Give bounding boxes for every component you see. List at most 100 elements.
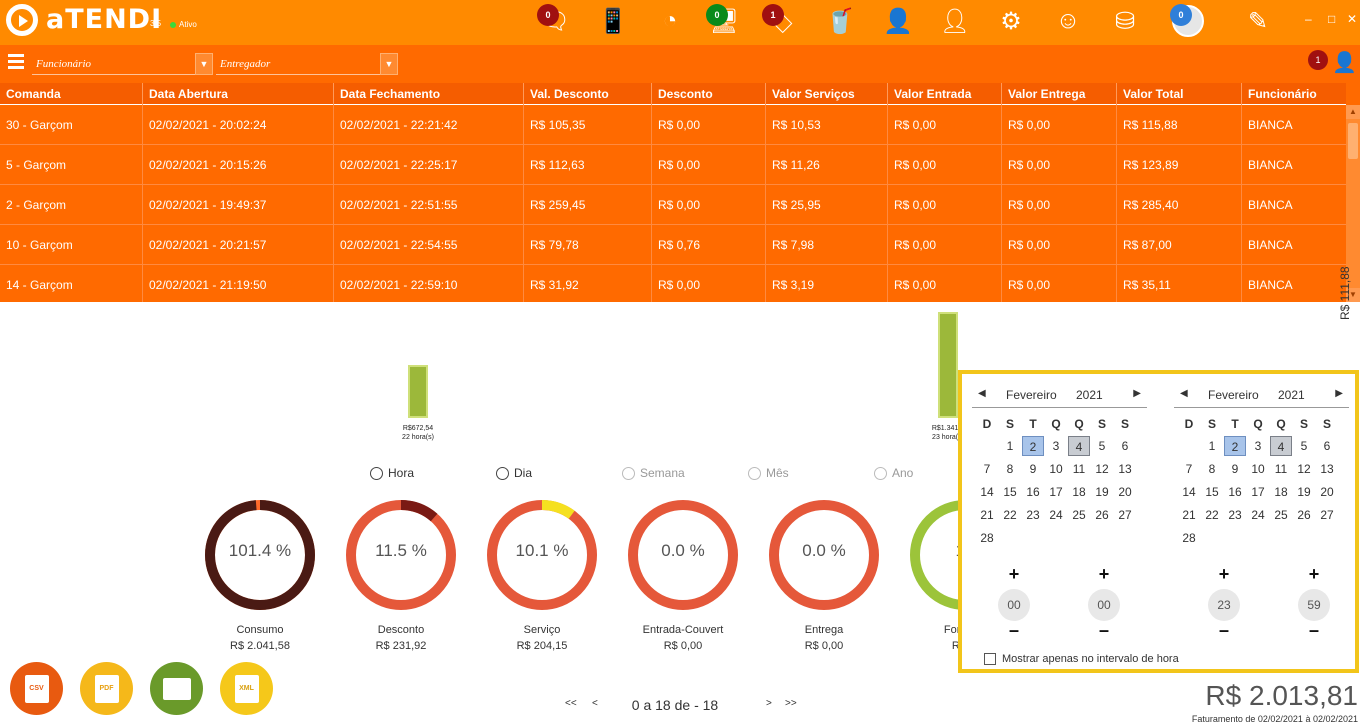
add-user-icon[interactable]: 👤 xyxy=(1332,52,1357,74)
calendar-day[interactable]: 21 xyxy=(1182,508,1196,522)
calendar-day[interactable]: 1 xyxy=(1006,439,1014,453)
radio-circle[interactable] xyxy=(370,466,383,480)
calendar-day[interactable]: 22 xyxy=(1003,508,1017,522)
next-month-icon[interactable]: ▶ xyxy=(1335,388,1343,399)
calendar-day[interactable]: 6 xyxy=(1121,439,1129,453)
export-csv-button[interactable]: CSV xyxy=(10,662,63,715)
hour-interval-checkbox[interactable] xyxy=(984,653,996,665)
calendar-day[interactable]: 21 xyxy=(980,508,994,522)
start-hour-minus-button[interactable]: – xyxy=(1008,620,1019,640)
column-header[interactable]: Valor Serviços xyxy=(765,83,887,105)
calendar-day[interactable]: 11 xyxy=(1072,462,1086,476)
calendar-day[interactable]: 12 xyxy=(1297,462,1311,476)
calendar-day[interactable]: 24 xyxy=(1049,508,1063,522)
scroll-up-icon[interactable]: ▲ xyxy=(1346,105,1360,119)
calendar-day[interactable]: 20 xyxy=(1320,485,1334,499)
calendar-day[interactable]: 10 xyxy=(1251,462,1265,476)
end-min-plus-button[interactable]: + xyxy=(1308,564,1320,584)
notification-badge[interactable]: 1 xyxy=(1308,50,1328,70)
calendar-day[interactable]: 27 xyxy=(1118,508,1132,522)
period-radio[interactable]: Dia xyxy=(496,466,532,480)
calendar-day[interactable]: 25 xyxy=(1274,508,1288,522)
column-header[interactable]: Valor Entrega xyxy=(1001,83,1116,105)
donut-chart[interactable]: 10.1 % xyxy=(484,497,600,613)
calendar-day[interactable]: 19 xyxy=(1297,485,1311,499)
calendar-day[interactable]: 28 xyxy=(1182,531,1196,545)
menu-icon[interactable] xyxy=(8,54,24,72)
calendar-day[interactable]: 12 xyxy=(1095,462,1109,476)
calendar-day[interactable]: 16 xyxy=(1026,485,1040,499)
calendar-day[interactable]: 13 xyxy=(1118,462,1132,476)
chart-bar[interactable] xyxy=(408,365,428,418)
calendar-day[interactable]: 23 xyxy=(1026,508,1040,522)
calendar-day[interactable]: 5 xyxy=(1098,439,1106,453)
calendar-day[interactable]: 10 xyxy=(1049,462,1063,476)
end-hour-minus-button[interactable]: – xyxy=(1218,620,1229,640)
table-row[interactable]: 14 - Garçom 02/02/2021 - 21:19:50 02/02/20… xyxy=(0,265,1346,302)
column-header[interactable]: Desconto xyxy=(651,83,765,105)
tags-button[interactable]: 🏷 1 xyxy=(762,4,798,38)
devices-button[interactable]: 🖥 0 xyxy=(706,4,742,38)
calendar-day[interactable]: 25 xyxy=(1072,508,1086,522)
calendar-day[interactable]: 17 xyxy=(1251,485,1265,499)
prev-page-button[interactable]: < xyxy=(592,698,598,709)
calendar-day[interactable]: 7 xyxy=(983,462,991,476)
calendar-day[interactable]: 27 xyxy=(1320,508,1334,522)
calendar-day[interactable]: 20 xyxy=(1118,485,1132,499)
end-min-minus-button[interactable]: – xyxy=(1308,620,1319,640)
calendar-day[interactable]: 26 xyxy=(1095,508,1109,522)
calendar-day[interactable]: 22 xyxy=(1205,508,1219,522)
close-button[interactable]: ✕ xyxy=(1347,12,1358,26)
start-min-plus-button[interactable]: + xyxy=(1098,564,1110,584)
chevron-down-icon[interactable]: ▼ xyxy=(195,53,213,75)
radio-circle[interactable] xyxy=(496,466,509,480)
column-header[interactable]: Data Fechamento xyxy=(333,83,523,105)
column-header[interactable]: Valor Total xyxy=(1116,83,1241,105)
calendar-day[interactable]: 9 xyxy=(1231,462,1239,476)
start-hour-plus-button[interactable]: + xyxy=(1008,564,1020,584)
drinks-button[interactable]: 🥤 xyxy=(822,4,858,38)
period-radio[interactable]: Hora xyxy=(370,466,414,480)
reports-button[interactable]: ◔ xyxy=(652,4,688,38)
calendar-day[interactable]: 14 xyxy=(1182,485,1196,499)
calendar-day[interactable]: 23 xyxy=(1228,508,1242,522)
user-button[interactable]: 👤 xyxy=(880,4,916,38)
calendar-day[interactable]: 19 xyxy=(1095,485,1109,499)
table-row[interactable]: 10 - Garçom 02/02/2021 - 20:21:57 02/02/20… xyxy=(0,225,1346,265)
export-xml-button[interactable]: XML xyxy=(220,662,273,715)
calendar-day[interactable]: 7 xyxy=(1185,462,1193,476)
maximize-button[interactable]: □ xyxy=(1328,12,1336,26)
settings-button[interactable]: ⚙ xyxy=(993,4,1029,38)
calendar-day[interactable]: 2 xyxy=(1224,436,1246,456)
print-button[interactable] xyxy=(150,662,203,715)
calendar-day[interactable]: 4 xyxy=(1068,436,1090,456)
table-row[interactable]: 2 - Garçom 02/02/2021 - 19:49:37 02/02/202… xyxy=(0,185,1346,225)
support-button[interactable]: ☺ xyxy=(1050,4,1086,38)
calendar-day[interactable]: 17 xyxy=(1049,485,1063,499)
column-header[interactable]: Data Abertura xyxy=(142,83,333,105)
calendar-day[interactable]: 6 xyxy=(1323,439,1331,453)
calendar-day[interactable]: 11 xyxy=(1274,462,1288,476)
calendar-day[interactable]: 8 xyxy=(1006,462,1014,476)
calendar-day[interactable]: 13 xyxy=(1320,462,1334,476)
calendar-day[interactable]: 16 xyxy=(1228,485,1242,499)
calendar-day[interactable]: 14 xyxy=(980,485,994,499)
calendar-day[interactable]: 28 xyxy=(980,531,994,545)
last-page-button[interactable]: >> xyxy=(785,698,797,709)
chevron-down-icon[interactable]: ▼ xyxy=(380,53,398,75)
calendar-day[interactable]: 9 xyxy=(1029,462,1037,476)
scroll-down-icon[interactable]: ▼ xyxy=(1346,288,1360,302)
donut-chart[interactable]: 0.0 % xyxy=(766,497,882,613)
hour-interval-option[interactable]: Mostrar apenas no intervalo de hora xyxy=(984,653,1179,665)
donut-chart[interactable]: 0.0 % xyxy=(625,497,741,613)
column-header[interactable]: Val. Desconto xyxy=(523,83,651,105)
table-scrollbar[interactable]: ▲ ▼ xyxy=(1346,105,1360,302)
donut-chart[interactable]: 101.4 % xyxy=(202,497,318,613)
first-page-button[interactable]: << xyxy=(565,698,577,709)
prev-month-icon[interactable]: ◀ xyxy=(978,388,986,399)
end-hour-plus-button[interactable]: + xyxy=(1218,564,1230,584)
calendar-day[interactable]: 3 xyxy=(1254,439,1262,453)
prev-month-icon[interactable]: ◀ xyxy=(1180,388,1188,399)
export-pdf-button[interactable]: PDF xyxy=(80,662,133,715)
calendar-day[interactable]: 15 xyxy=(1205,485,1219,499)
